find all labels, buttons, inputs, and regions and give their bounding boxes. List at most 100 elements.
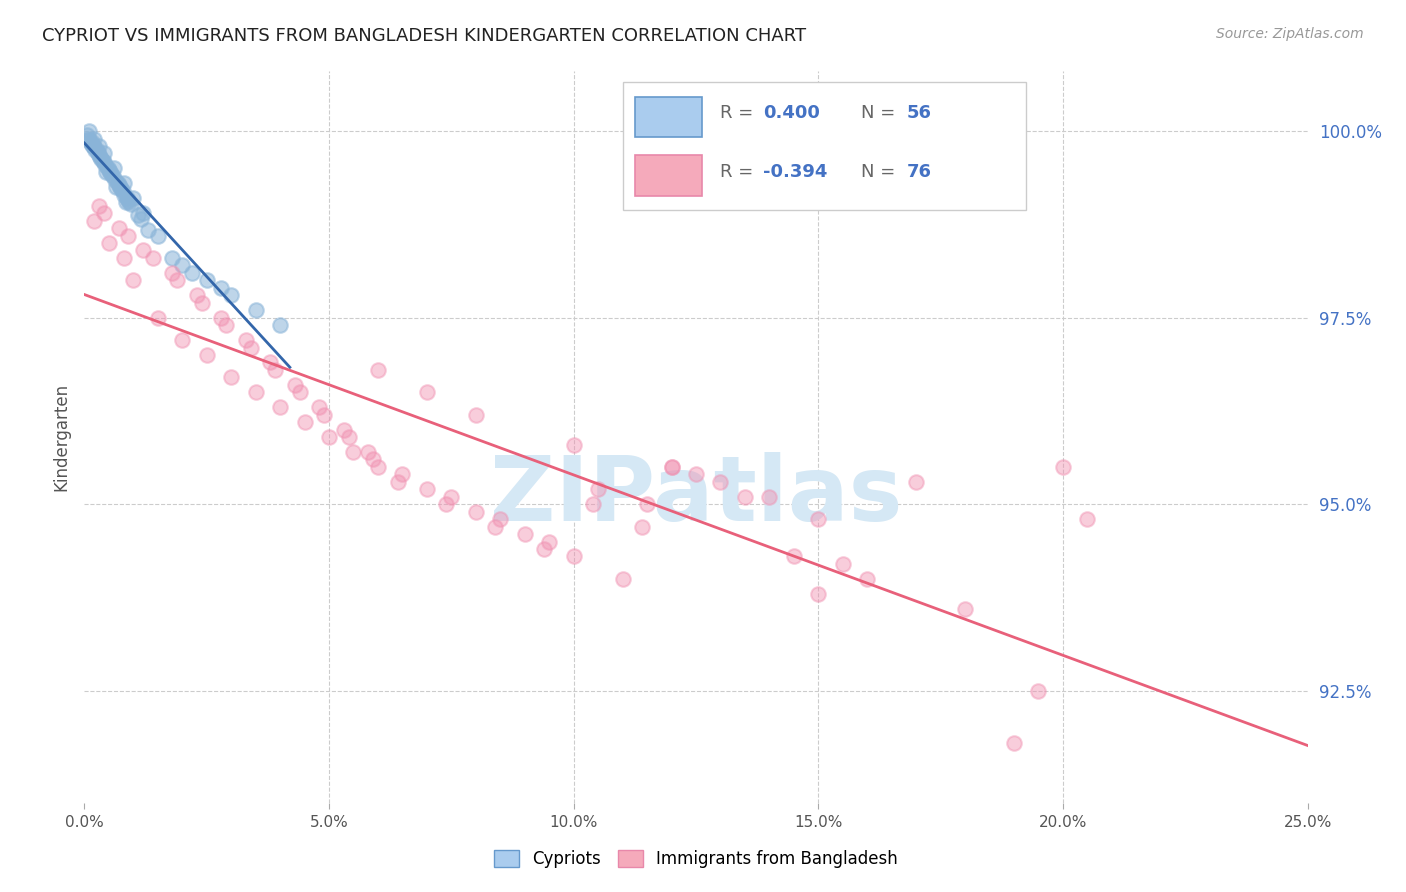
Point	[110, 182, 132, 196]
FancyBboxPatch shape	[623, 82, 1026, 211]
Point	[582, 497, 605, 511]
Point	[129, 212, 152, 227]
Point	[87, 146, 110, 161]
Point	[484, 519, 506, 533]
Point	[120, 197, 142, 211]
Point	[80, 135, 103, 149]
Point	[209, 310, 232, 325]
Point	[112, 177, 135, 191]
Point	[661, 459, 683, 474]
Point	[856, 572, 879, 586]
Point	[1076, 512, 1098, 526]
Point	[96, 165, 118, 179]
Point	[337, 430, 360, 444]
Point	[97, 161, 120, 176]
FancyBboxPatch shape	[636, 155, 702, 195]
Point	[195, 273, 218, 287]
Point	[235, 333, 257, 347]
Point	[219, 370, 242, 384]
Point	[146, 228, 169, 243]
FancyBboxPatch shape	[636, 97, 702, 137]
Point	[953, 601, 976, 615]
Point	[464, 408, 486, 422]
Point	[77, 133, 100, 147]
Point	[586, 483, 609, 497]
Point	[361, 452, 384, 467]
Point	[612, 572, 634, 586]
Point	[367, 459, 389, 474]
Text: R =: R =	[720, 162, 759, 180]
Point	[93, 146, 115, 161]
Point	[807, 587, 830, 601]
Point	[127, 208, 149, 222]
Point	[142, 251, 165, 265]
Text: 76: 76	[907, 162, 931, 180]
Point	[172, 259, 194, 273]
Point	[94, 158, 117, 172]
Point	[538, 534, 561, 549]
Point	[391, 467, 413, 482]
Point	[332, 423, 354, 437]
Point	[562, 549, 585, 564]
Point	[831, 557, 853, 571]
Point	[416, 483, 439, 497]
Point	[357, 445, 380, 459]
Point	[440, 490, 463, 504]
Point	[734, 490, 756, 504]
Point	[77, 131, 100, 145]
Point	[114, 187, 136, 202]
Point	[91, 153, 114, 168]
Point	[489, 512, 512, 526]
Point	[93, 206, 115, 220]
Point	[107, 177, 129, 191]
Point	[905, 475, 928, 489]
Point	[239, 341, 262, 355]
Point	[636, 497, 658, 511]
Point	[100, 167, 122, 181]
Point	[87, 139, 110, 153]
Point	[436, 497, 458, 511]
Point	[80, 137, 103, 152]
Point	[132, 206, 155, 220]
Point	[191, 295, 214, 310]
Point	[118, 194, 141, 209]
Point	[464, 505, 486, 519]
Point	[87, 199, 110, 213]
Point	[115, 194, 138, 209]
Point	[87, 148, 110, 162]
Point	[89, 150, 111, 164]
Text: Source: ZipAtlas.com: Source: ZipAtlas.com	[1216, 27, 1364, 41]
Point	[342, 445, 364, 459]
Point	[117, 228, 139, 243]
Point	[387, 475, 409, 489]
Point	[83, 140, 105, 154]
Point	[76, 128, 98, 142]
Point	[103, 161, 125, 176]
Point	[1002, 736, 1025, 750]
Point	[84, 143, 107, 157]
Point	[97, 235, 120, 250]
Point	[215, 318, 238, 332]
Point	[264, 363, 287, 377]
Text: N =: N =	[860, 104, 901, 122]
Text: 0.400: 0.400	[763, 104, 820, 122]
Point	[513, 527, 536, 541]
Text: 56: 56	[907, 104, 931, 122]
Point	[245, 385, 267, 400]
Point	[685, 467, 707, 482]
Point	[122, 191, 145, 205]
Point	[111, 184, 134, 198]
Point	[107, 178, 129, 192]
Point	[284, 377, 307, 392]
Legend: Cypriots, Immigrants from Bangladesh: Cypriots, Immigrants from Bangladesh	[488, 844, 904, 875]
Point	[288, 385, 311, 400]
Point	[533, 542, 555, 557]
Point	[195, 348, 218, 362]
Point	[783, 549, 806, 564]
Point	[709, 475, 731, 489]
Point	[105, 180, 128, 194]
Point	[294, 415, 316, 429]
Point	[1028, 683, 1050, 698]
Point	[166, 273, 188, 287]
Point	[259, 355, 281, 369]
